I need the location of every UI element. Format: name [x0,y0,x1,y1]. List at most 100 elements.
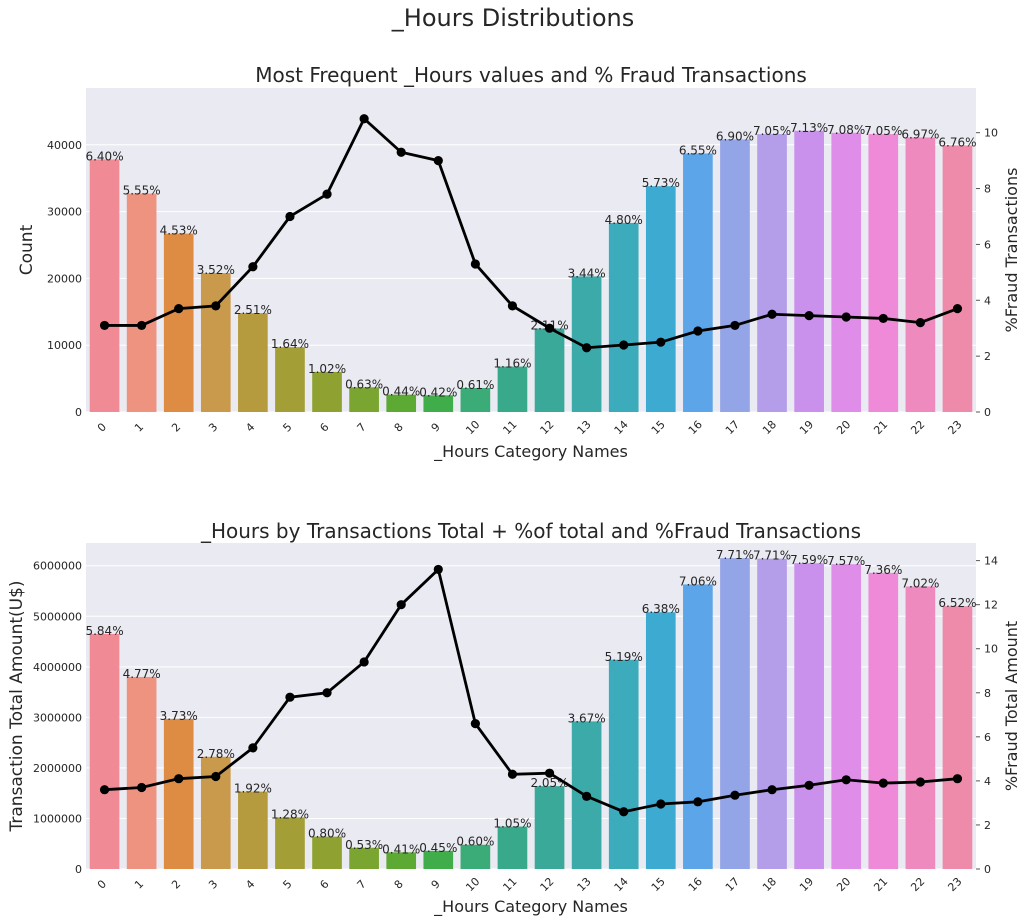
x-tick-label: 0 [95,877,109,891]
bar [645,186,676,412]
x-tick-label: 2 [169,420,183,434]
x-tick-label: 0 [95,420,109,434]
bar-data-label: 0.60% [456,835,494,849]
bar-data-label: 7.57% [827,554,865,568]
line-point [322,688,332,698]
y-tick-label-left: 1000000 [33,812,82,825]
x-tick-label: 5 [280,877,294,891]
bar-data-label: 6.55% [679,143,717,157]
x-axis-label: _Hours Category Names [433,442,628,462]
line-point [359,657,369,667]
bar [275,817,305,869]
y-tick-label-right: 10 [984,643,998,656]
x-tick-label: 7 [355,877,369,891]
bar [312,371,342,412]
y-tick-label-left: 10000 [47,339,82,352]
bar [831,564,862,869]
bar-data-label: 1.05% [493,817,531,831]
line-point [915,777,925,787]
bar [942,145,973,413]
x-tick-label: 20 [834,875,853,894]
x-tick-label: 21 [871,418,890,437]
plot-area [86,543,976,869]
figure-suptitle: _Hours Distributions [391,4,634,32]
x-tick-label: 22 [908,418,927,437]
y-tick-label-right: 12 [984,599,998,612]
y-tick-label-right: 4 [984,775,991,788]
x-tick-label: 1 [132,420,146,434]
x-tick-label: 7 [355,420,369,434]
line-point [248,262,258,272]
x-tick-label: 10 [463,418,482,437]
y-tick-label-right: 2 [984,350,991,363]
bar [868,134,899,412]
x-tick-label: 21 [871,875,890,894]
bar [905,586,936,869]
chart-title: Most Frequent _Hours values and % Fraud … [255,63,807,87]
x-tick-label: 11 [500,418,519,437]
line-point [804,311,814,321]
bar-data-label: 5.84% [85,624,123,638]
bar [905,137,936,412]
line-point [656,337,666,347]
line-point [285,692,295,702]
y-tick-label-right: 10 [984,127,998,140]
bar-data-label: 7.36% [864,563,902,577]
x-axis-label: _Hours Category Names [433,897,628,917]
line-point [396,147,406,157]
x-tick-label: 4 [243,877,257,891]
line-point [878,313,888,324]
bar-data-label: 0.42% [419,385,457,399]
bar [126,193,157,412]
bar-data-label: 0.80% [308,827,346,841]
line-point [174,304,184,314]
line-point [730,790,740,800]
line-point [952,304,963,314]
y-tick-label-right: 8 [984,687,991,700]
bar [349,387,379,412]
bar-data-label: 7.71% [753,549,791,563]
bar-data-label: 7.71% [716,548,754,562]
x-tick-label: 9 [429,877,443,891]
line-point [396,600,406,610]
bar-data-label: 4.53% [160,224,198,238]
bar [608,222,639,412]
x-tick-label: 14 [612,875,631,894]
y-axis-label-left: Count [17,224,37,275]
bar [868,572,899,869]
x-tick-label: 12 [538,875,557,894]
x-tick-label: 6 [317,420,331,434]
bar-data-label: 3.73% [160,709,198,723]
y-tick-label-right: 0 [984,406,991,419]
line-point [619,807,629,817]
fraud-line [104,116,958,350]
chart-panel-bottom: 0100000020000003000000400000050000006000… [7,519,1021,917]
x-tick-label: 20 [834,418,853,437]
line-point [730,320,740,331]
y-tick-label-right: 8 [984,183,991,196]
x-tick-label: 4 [243,420,257,434]
line-point [878,778,888,788]
y-tick-label-left: 0 [75,406,82,419]
y-axis-label-left: Transaction Total Amount(U$) [7,580,27,832]
x-tick-label: 9 [429,420,443,434]
fraud-line [104,566,958,814]
bar-data-label: 7.05% [753,124,791,138]
y-tick-label-right: 6 [984,731,991,744]
line-point [693,326,703,336]
y-tick-label-left: 40000 [47,139,82,152]
bar [942,606,973,869]
line-point [211,301,221,311]
bar [497,826,528,869]
bar [794,563,824,869]
bar-data-label: 6.90% [716,129,754,143]
y-tick-label-left: 5000000 [33,610,82,623]
y-tick-label-left: 2000000 [33,762,82,775]
bar-data-label: 7.59% [790,553,828,567]
bar [89,633,120,869]
bar [423,850,454,869]
bar-data-label: 4.77% [123,667,161,681]
bar-data-label: 6.38% [642,602,680,616]
bar-data-label: 6.97% [901,127,939,141]
